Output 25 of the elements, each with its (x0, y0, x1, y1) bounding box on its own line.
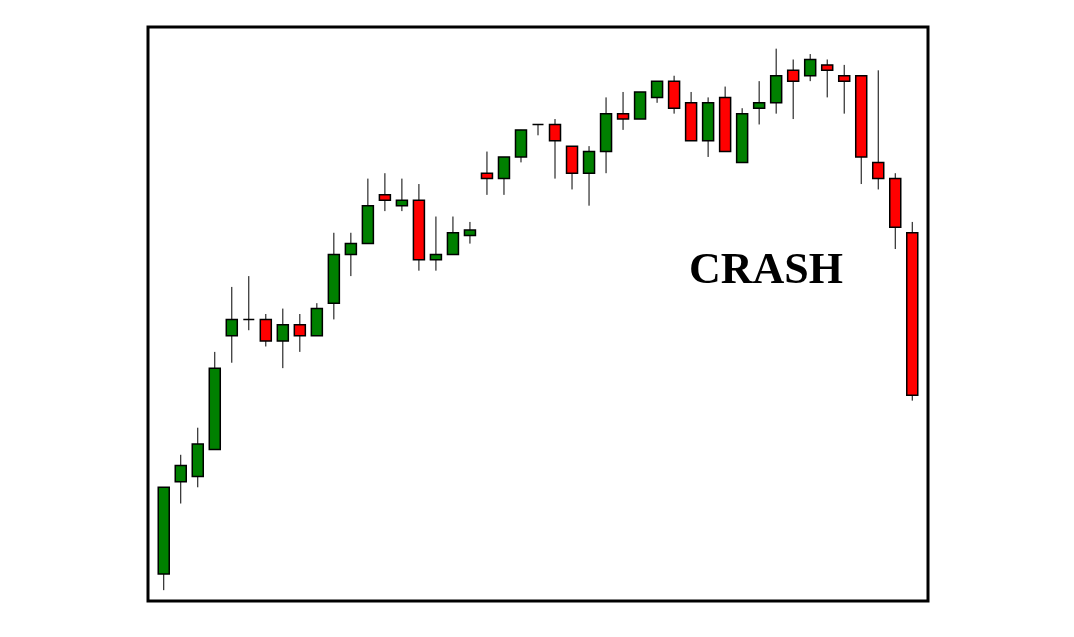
candlestick (446, 216, 460, 256)
candlestick (276, 308, 290, 369)
candlestick (242, 275, 256, 331)
candlestick (582, 145, 596, 207)
candlestick (429, 216, 443, 272)
candlestick (548, 118, 562, 180)
candlestick (871, 69, 885, 190)
candlestick (803, 53, 817, 82)
candlestick (225, 286, 239, 364)
candlestick (378, 172, 392, 212)
candlestick (174, 454, 187, 505)
candlestick (616, 91, 630, 131)
annotation: CRASH (688, 244, 844, 293)
candlestick (820, 58, 834, 98)
candlestick (837, 64, 851, 115)
candlestick (344, 232, 358, 277)
candlestick (497, 156, 511, 196)
candlestick (293, 313, 307, 353)
candlestick (650, 80, 664, 104)
candlestick (480, 151, 494, 196)
candlestick (752, 80, 766, 125)
candlestick (463, 221, 477, 245)
candlestick (259, 313, 273, 347)
candlestick (786, 58, 800, 120)
candlestick (531, 123, 545, 136)
